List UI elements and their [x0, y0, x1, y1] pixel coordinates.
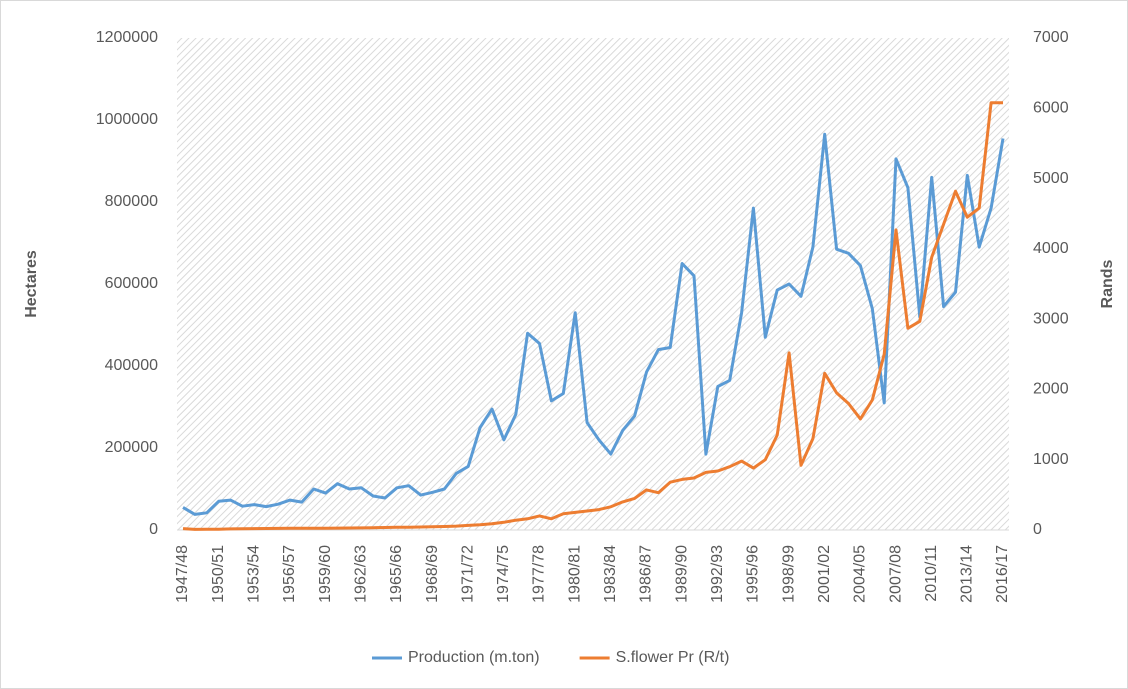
series-line — [182, 101, 1003, 531]
x-tick-label: 1959/60 — [317, 545, 334, 603]
x-tick-label: 1992/93 — [709, 545, 726, 603]
plot-area — [177, 38, 1009, 530]
x-tick-label: 1998/99 — [780, 545, 797, 603]
y2-tick-label: 3000 — [1033, 310, 1069, 327]
x-tick-label: 2010/11 — [923, 545, 940, 602]
x-tick-label: 1977/78 — [531, 545, 548, 603]
y-axis-title: Hectares — [23, 250, 40, 318]
x-tick-label: 2007/08 — [887, 545, 904, 603]
x-tick-label: 1962/63 — [352, 545, 369, 603]
x-tick-label: 1947/48 — [174, 545, 191, 603]
y-tick-label: 400000 — [105, 357, 158, 374]
x-tick-label: 2001/02 — [816, 545, 833, 603]
x-tick-label: 1950/51 — [210, 545, 227, 603]
y-tick-label: 1000000 — [96, 111, 158, 128]
x-tick-label: 1965/66 — [388, 545, 405, 603]
y2-tick-label: 4000 — [1033, 240, 1069, 257]
x-tick-label: 1968/69 — [424, 545, 441, 603]
x-tick-label: 1956/57 — [281, 545, 298, 603]
x-tick-label: 2016/17 — [994, 545, 1011, 603]
y-tick-label: 600000 — [105, 275, 158, 292]
x-tick-label: 1983/84 — [602, 545, 619, 603]
x-tick-label: 1953/54 — [246, 545, 263, 603]
y-tick-label: 200000 — [105, 439, 158, 456]
y2-tick-label: 1000 — [1033, 451, 1069, 468]
legend-label: S.flower Pr (R/t) — [616, 649, 730, 666]
x-tick-label: 1989/90 — [673, 545, 690, 603]
y2-tick-label: 7000 — [1033, 29, 1069, 46]
x-tick-label: 1995/96 — [745, 545, 762, 603]
y-tick-label: 800000 — [105, 193, 158, 210]
x-tick-label: 1974/75 — [495, 545, 512, 603]
y2-tick-label: 2000 — [1033, 381, 1069, 398]
x-tick-label: 2004/05 — [852, 545, 869, 603]
y2-axis-title: Rands — [1099, 259, 1116, 308]
series-line — [182, 132, 1005, 516]
y-tick-label: 0 — [149, 521, 158, 538]
x-tick-label: 2013/14 — [959, 545, 976, 603]
x-tick-label: 1980/81 — [566, 545, 583, 603]
y2-tick-label: 0 — [1033, 521, 1042, 538]
legend-label: Production (m.ton) — [408, 649, 540, 666]
x-tick-label: 1971/72 — [459, 545, 476, 603]
x-tick-label: 1986/87 — [638, 545, 655, 603]
y-tick-label: 1200000 — [96, 29, 158, 46]
y2-tick-label: 6000 — [1033, 100, 1069, 117]
y2-tick-label: 5000 — [1033, 170, 1069, 187]
